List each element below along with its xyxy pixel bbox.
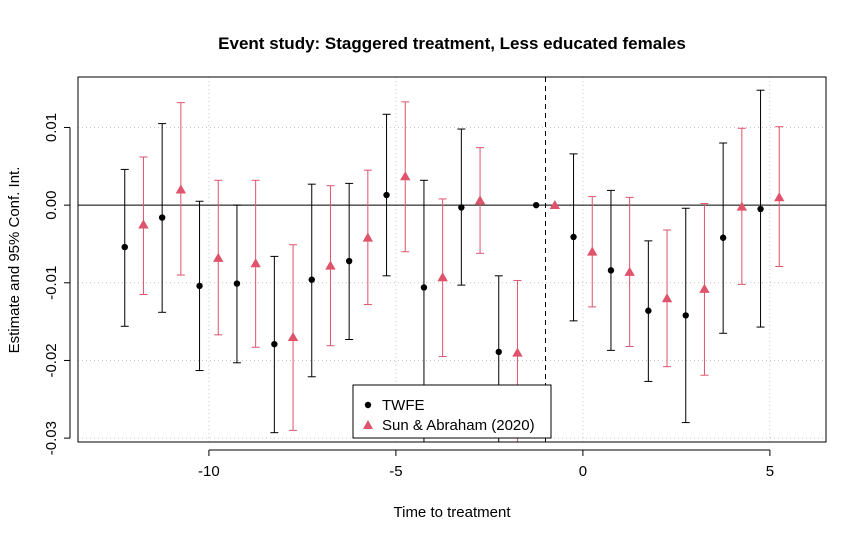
series-layer xyxy=(120,89,785,443)
estimate-point xyxy=(587,246,598,256)
estimate-point xyxy=(383,191,390,199)
x-axis-label: Time to treatment xyxy=(394,504,512,521)
estimate-point xyxy=(158,214,166,221)
y-tick-label: 0.00 xyxy=(43,191,60,220)
estimate-point xyxy=(774,192,785,202)
y-tick-label: 0.01 xyxy=(43,113,60,142)
legend-box xyxy=(352,384,552,439)
estimate-point xyxy=(736,201,748,211)
estimate-point xyxy=(474,195,486,205)
estimate-point xyxy=(495,348,502,356)
x-tick-label: -10 xyxy=(198,463,220,480)
estimate-point xyxy=(213,252,224,262)
estimate-point xyxy=(532,201,540,209)
estimate-point xyxy=(345,257,353,265)
legend-sun-abraham-marker xyxy=(363,420,373,429)
x-tick-label: 0 xyxy=(579,463,587,480)
series-sun-abraham xyxy=(138,101,785,443)
estimate-point xyxy=(645,307,652,314)
estimate-point xyxy=(325,260,336,270)
reference-lines xyxy=(78,77,826,442)
estimate-point xyxy=(420,284,428,291)
estimate-point xyxy=(607,267,615,274)
legend: TWFE Sun & Abraham (2020) xyxy=(352,384,552,439)
y-tick-label: -0.01 xyxy=(43,266,60,300)
legend-twfe-label: TWFE xyxy=(382,397,425,414)
x-tick-label: 5 xyxy=(766,463,774,480)
estimate-point xyxy=(757,205,764,213)
legend-twfe-marker xyxy=(364,401,372,409)
y-tick-label: -0.02 xyxy=(43,343,60,377)
y-axis-label: Estimate and 95% Conf. Int. xyxy=(6,167,23,354)
estimate-point xyxy=(308,276,315,283)
estimate-point xyxy=(400,171,411,181)
estimate-point xyxy=(570,233,577,241)
estimate-point xyxy=(121,243,128,251)
estimate-point xyxy=(682,312,689,319)
estimate-point xyxy=(196,282,203,290)
estimate-point xyxy=(175,184,187,194)
chart-title: Event study: Staggered treatment, Less e… xyxy=(218,34,686,53)
legend-sun-abraham-label: Sun & Abraham (2020) xyxy=(382,417,535,434)
x-tick-label: -5 xyxy=(389,463,402,480)
estimate-point xyxy=(458,204,465,211)
estimate-point xyxy=(362,232,374,242)
estimate-point xyxy=(624,266,635,276)
estimate-point xyxy=(271,340,278,348)
estimate-point xyxy=(138,219,149,229)
estimate-point xyxy=(250,258,261,268)
estimate-point xyxy=(699,283,710,293)
estimate-point xyxy=(549,199,561,210)
plot-frame xyxy=(77,76,827,443)
axis-layer: -10 -5 0 5 -0.03 -0.02 -0.01 0.00 0.01 xyxy=(43,113,774,480)
estimate-point xyxy=(661,293,673,303)
estimate-point xyxy=(719,234,727,241)
estimate-point xyxy=(512,347,523,357)
estimate-point xyxy=(233,280,241,287)
estimate-point xyxy=(287,331,299,342)
y-tick-label: -0.03 xyxy=(43,421,60,455)
estimate-point xyxy=(437,272,448,282)
series-twfe xyxy=(120,89,765,443)
